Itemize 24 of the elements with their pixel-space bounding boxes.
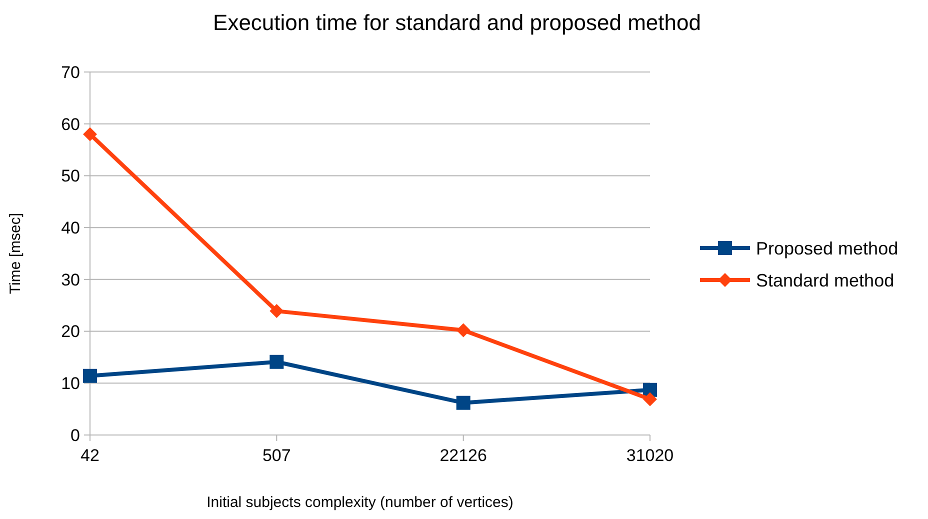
y-tick-label: 30 xyxy=(61,270,80,290)
x-tick-label: 31020 xyxy=(626,446,674,465)
point xyxy=(456,396,470,410)
point xyxy=(83,368,97,383)
x-tick-label: 22126 xyxy=(440,446,487,465)
y-axis-title: Time [msec] xyxy=(7,212,24,294)
y-tick-label: 20 xyxy=(61,322,80,342)
point xyxy=(643,392,657,406)
legend-label: Standard method xyxy=(756,270,894,290)
y-tick-label: 50 xyxy=(61,166,80,186)
y-tick-label: 0 xyxy=(70,426,80,445)
chart-title: Execution time for standard and proposed method xyxy=(213,10,701,35)
y-tick-label: 40 xyxy=(61,218,80,238)
point xyxy=(456,323,470,338)
x-tick-label: 42 xyxy=(80,446,100,465)
x-tick-label: 507 xyxy=(262,446,291,465)
y-tick-label: 70 xyxy=(61,62,80,82)
x-axis-title: Initial subjects complexity (number of vertices) xyxy=(206,494,514,511)
y-tick-label: 10 xyxy=(61,374,80,394)
point xyxy=(270,354,284,369)
point xyxy=(83,127,97,142)
point xyxy=(270,304,284,318)
y-tick-label: 60 xyxy=(61,114,80,134)
legend-label: Proposed method xyxy=(756,238,898,258)
